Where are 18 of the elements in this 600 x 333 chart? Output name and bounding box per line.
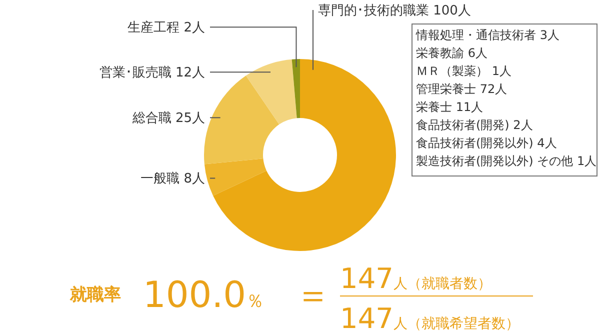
text: 100.0％	[143, 275, 264, 316]
slice-label: 生産工程 2人	[128, 20, 205, 36]
slice-label: 総合職 25人	[131, 111, 205, 126]
slice-label: 専門的･技術的職業 100人	[318, 4, 471, 18]
text: ＝	[295, 275, 331, 316]
text: 147人（就職希望者数）	[340, 302, 520, 333]
text: 就職率	[69, 285, 121, 305]
text: 情報処理・通信技術者 3人	[415, 28, 560, 42]
text: 栄養教諭 6人	[416, 46, 488, 60]
text: 製造技術者(開発以外) その他 1人	[416, 154, 597, 168]
text: ＭＲ（製薬） 1人	[416, 64, 512, 78]
slice-label: 一般職 8人	[140, 172, 205, 187]
text: 管理栄養士 72人	[416, 82, 508, 96]
text: 食品技術者(開発) 2人	[416, 118, 533, 132]
text: 栄養士 11人	[416, 100, 484, 114]
text: 食品技術者(開発以外) 4人	[416, 136, 557, 150]
slice-label: 営業･販売職 12人	[99, 66, 205, 81]
text: 147人（就職者数）	[340, 262, 492, 295]
